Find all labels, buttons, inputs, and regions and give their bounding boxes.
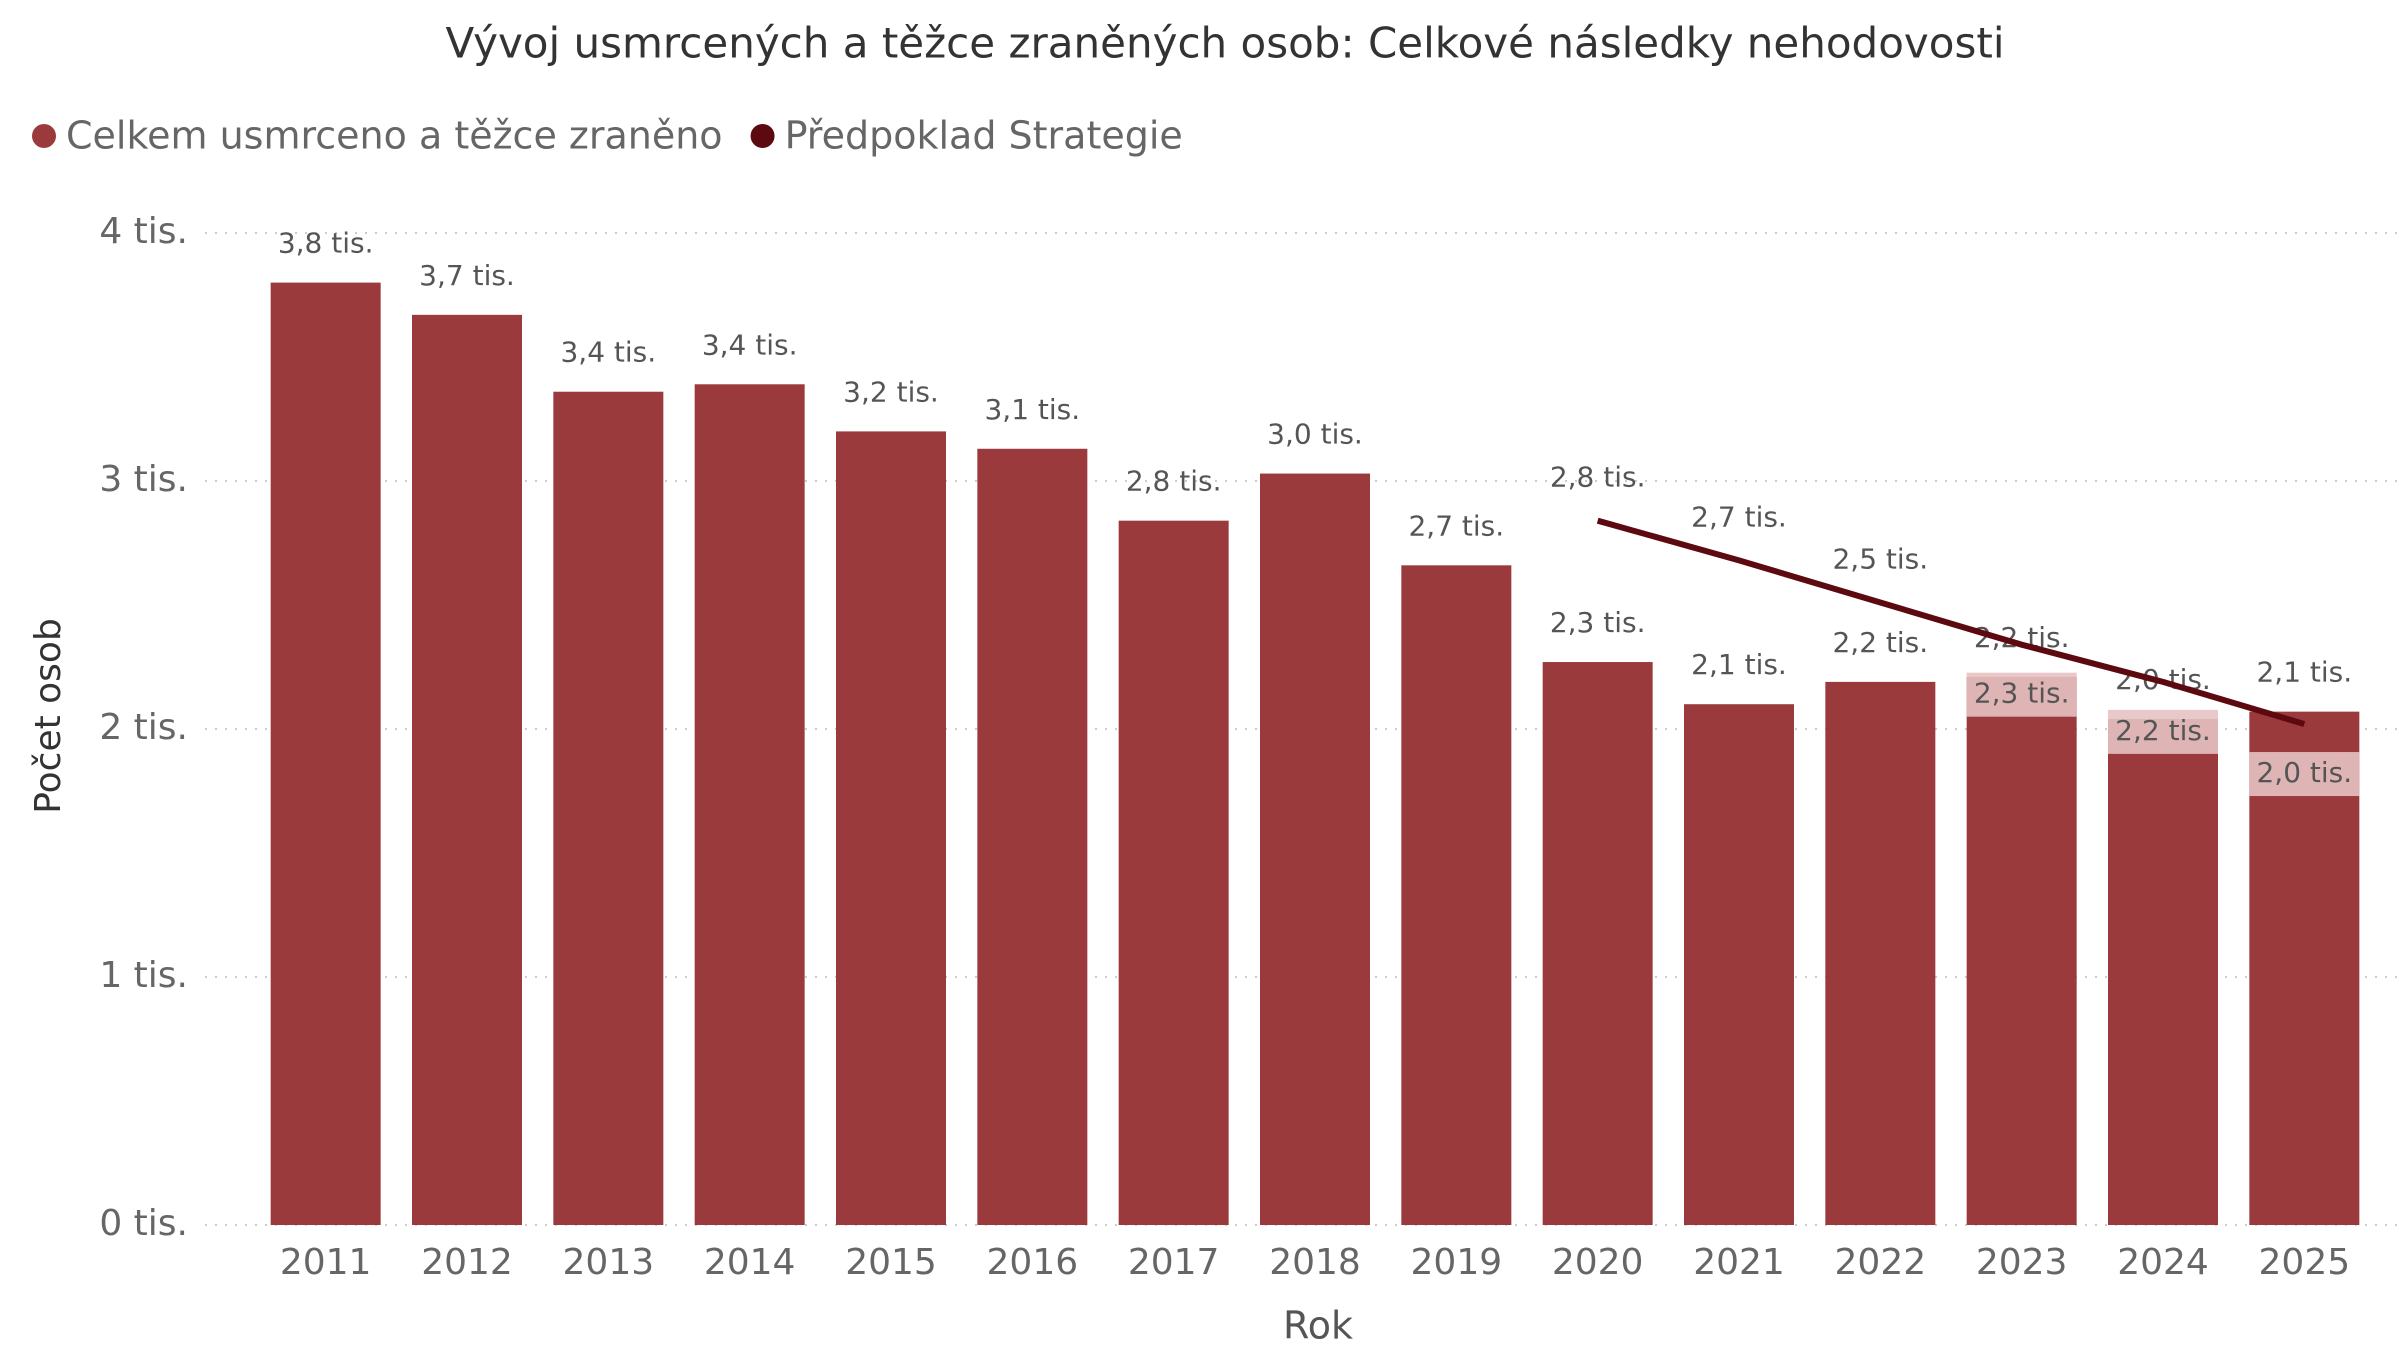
x-tick-label: 2013 <box>563 1242 655 1283</box>
bar <box>1542 662 1653 1225</box>
x-tick-label: 2024 <box>2117 1242 2209 1283</box>
label-background <box>2249 752 2360 797</box>
data-label: 2,7 tis. <box>1691 500 1787 533</box>
data-label: 3,2 tis. <box>843 375 939 408</box>
bar <box>1966 676 2077 1225</box>
data-label: 2,0 tis. <box>2256 756 2352 789</box>
x-tick-label: 2017 <box>1128 1242 1220 1283</box>
data-label: 2,1 tis. <box>1691 648 1787 681</box>
bar <box>2249 711 2360 1225</box>
bar <box>1684 704 1794 1225</box>
legend-label: Předpoklad Strategie <box>785 114 1183 158</box>
label-background <box>1966 672 2077 717</box>
x-tick-label: 2019 <box>1411 1242 1503 1283</box>
bar <box>1260 473 1370 1225</box>
y-axis-title: Počet osob <box>28 618 69 814</box>
data-label: 2,7 tis. <box>1408 509 1504 542</box>
data-label: 3,8 tis. <box>278 227 374 260</box>
x-tick-label: 2012 <box>421 1242 513 1283</box>
x-tick-label: 2021 <box>1693 1242 1785 1283</box>
x-tick-label: 2014 <box>704 1242 796 1283</box>
bar <box>1825 681 1936 1225</box>
data-label: 2,8 tis. <box>1550 461 1646 494</box>
line <box>1596 517 2306 727</box>
y-tick-label: 1 tis. <box>99 955 188 996</box>
data-label: 3,4 tis. <box>702 328 798 361</box>
legend-label: Celkem usmrceno a těžce zraněno <box>66 114 723 158</box>
y-tick-label: 4 tis. <box>99 211 188 252</box>
chart-title: Vývoj usmrcených a těžce zraněných osob:… <box>445 19 2004 68</box>
bar <box>836 431 946 1225</box>
x-tick-label: 2011 <box>280 1242 372 1283</box>
x-axis-title: Rok <box>1283 1304 1353 1348</box>
bar <box>553 391 664 1226</box>
data-label: 2,1 tis. <box>2256 656 2352 689</box>
data-label: 2,3 tis. <box>1550 606 1646 639</box>
data-label: 3,4 tis. <box>560 336 656 369</box>
data-label: 3,1 tis. <box>984 393 1080 426</box>
bar <box>694 384 805 1225</box>
label-background <box>2108 709 2218 754</box>
data-label: 2,5 tis. <box>1832 543 1928 576</box>
data-label: 2,2 tis. <box>1832 626 1928 659</box>
x-tick-label: 2023 <box>1976 1242 2068 1283</box>
legend-marker <box>32 124 56 148</box>
bar <box>977 448 1088 1225</box>
x-tick-label: 2015 <box>845 1242 937 1283</box>
legend-marker <box>750 124 775 148</box>
x-tick-label: 2018 <box>1269 1242 1361 1283</box>
x-tick-label: 2016 <box>987 1242 1079 1283</box>
x-tick-label: 2022 <box>1835 1242 1927 1283</box>
bar <box>270 282 381 1226</box>
y-tick-label: 2 tis. <box>99 707 188 748</box>
bar <box>412 314 522 1226</box>
data-label: 2,3 tis. <box>1974 677 2070 710</box>
y-tick-label: 0 tis. <box>99 1203 188 1244</box>
data-label: 3,0 tis. <box>1267 418 1363 451</box>
y-tick-label: 3 tis. <box>99 459 188 500</box>
data-label: 2,8 tis. <box>1126 465 1222 498</box>
bar <box>2108 719 2218 1225</box>
x-tick-label: 2020 <box>1552 1242 1644 1283</box>
data-label: 2,2 tis. <box>2115 714 2211 747</box>
x-tick-label: 2025 <box>2259 1242 2351 1283</box>
bar <box>1118 520 1229 1225</box>
data-label: 3,7 tis. <box>419 259 515 292</box>
bar <box>1401 565 1512 1225</box>
